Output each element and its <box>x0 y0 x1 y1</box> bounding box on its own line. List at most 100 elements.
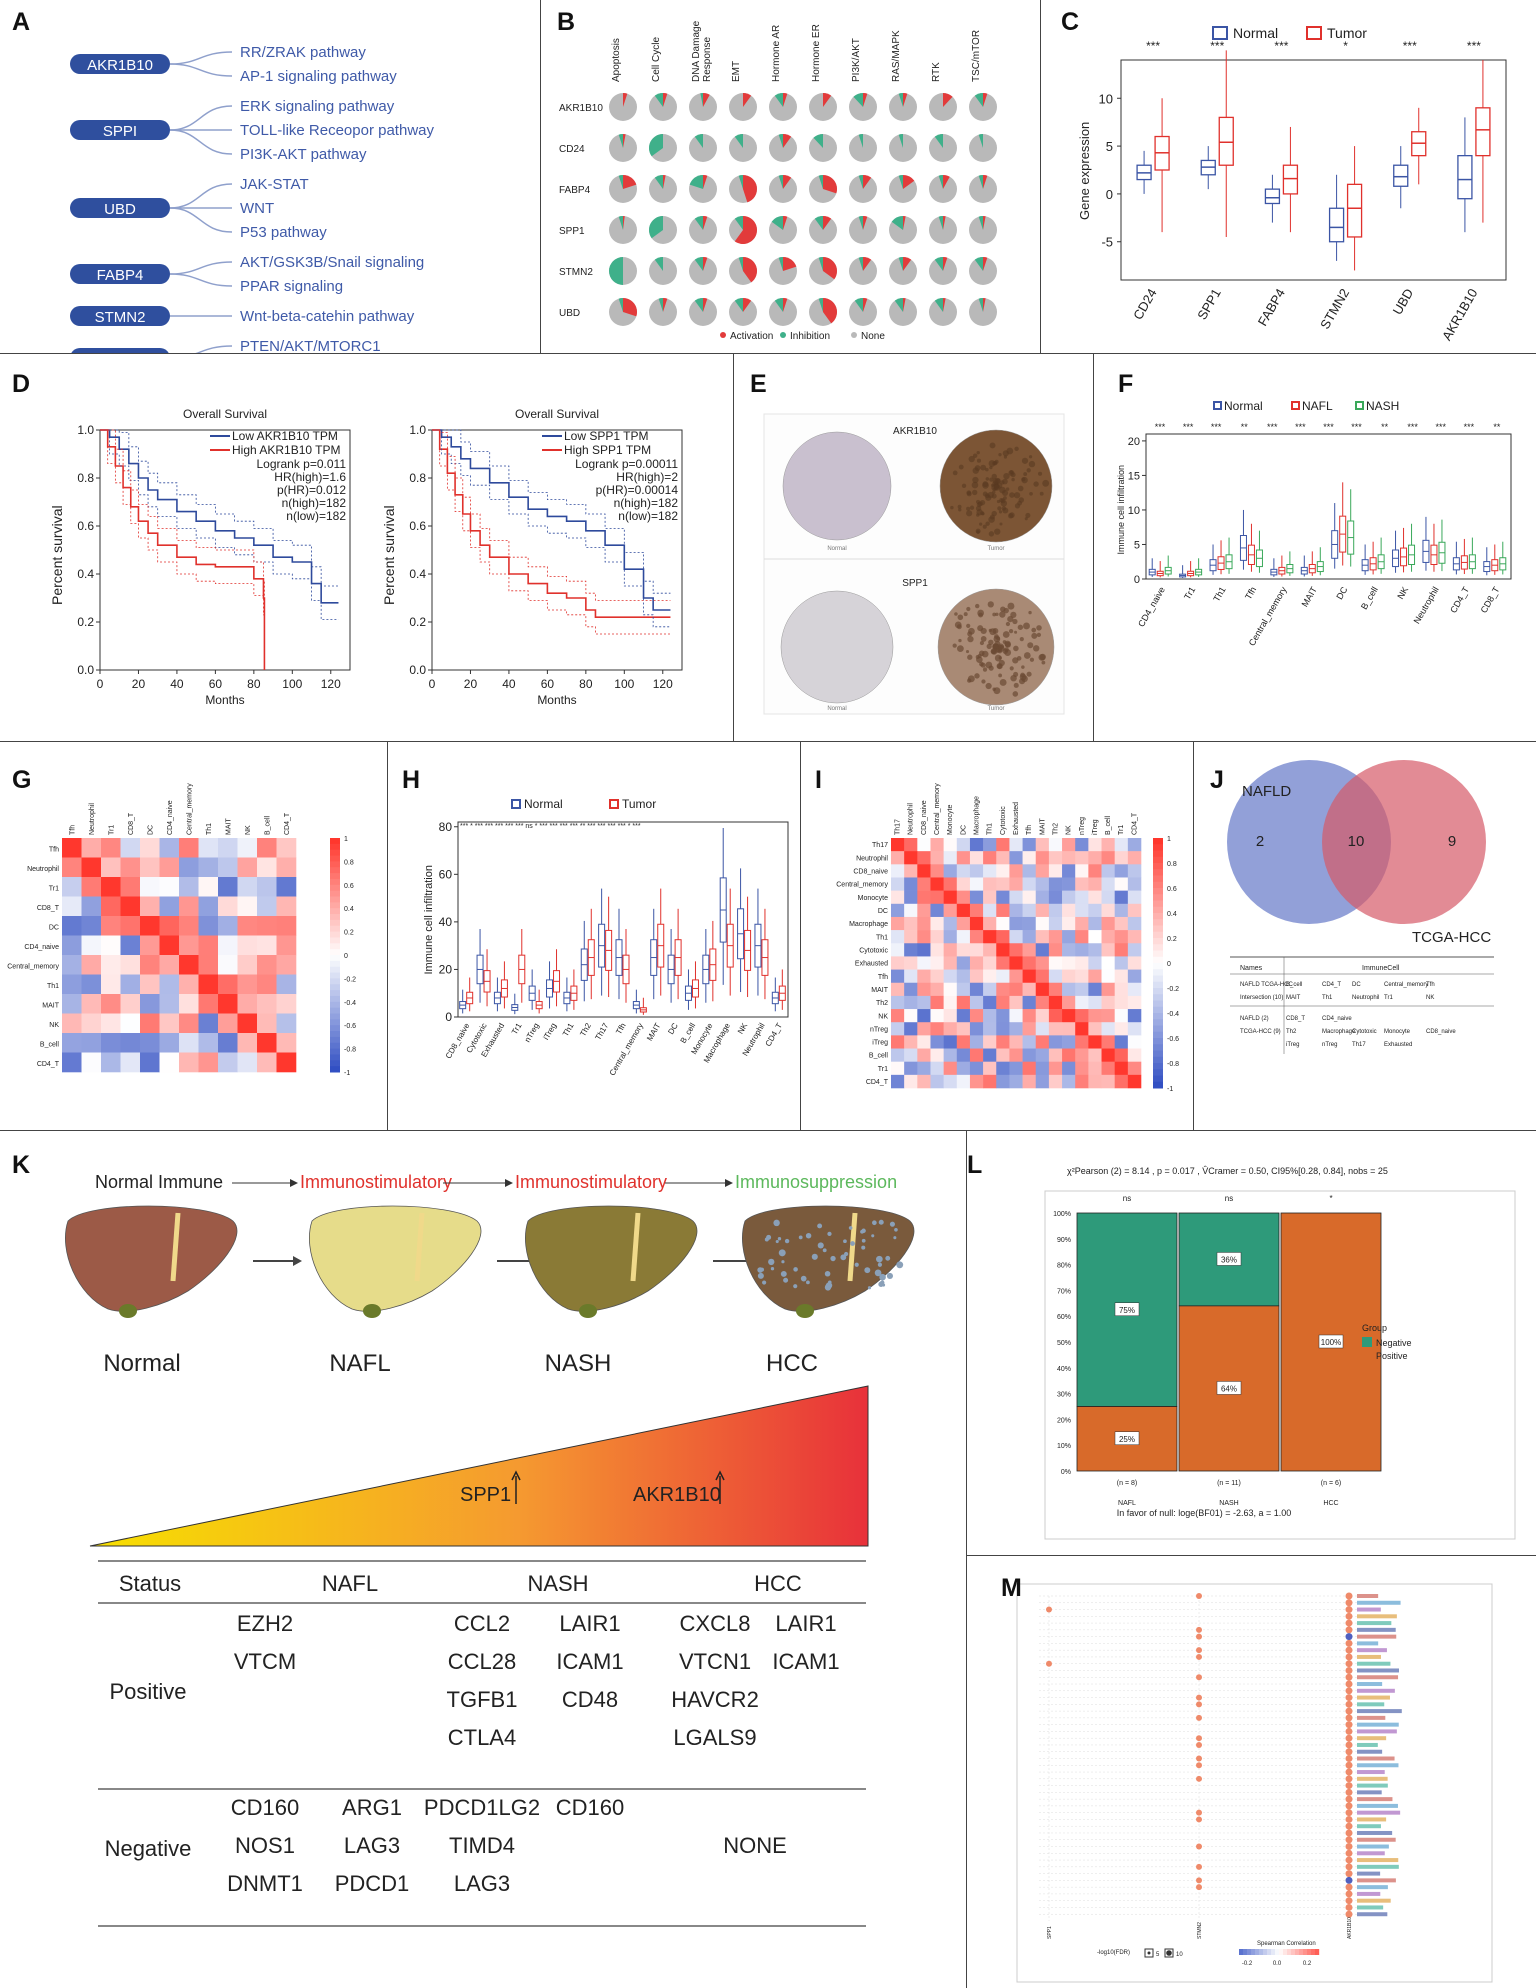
x-tick-label: CD4_T <box>764 1021 785 1048</box>
box-body <box>1282 164 1299 195</box>
stain-spot <box>999 486 1006 494</box>
row-label: Macrophage <box>849 921 888 928</box>
drug-label-placeholder <box>1357 1702 1385 1707</box>
drug-label-placeholder <box>1357 1837 1396 1842</box>
tumor-spot <box>781 1260 785 1264</box>
heatmap-cell <box>101 955 121 975</box>
heatmap-cell <box>1009 851 1023 865</box>
row-label: NK <box>49 1022 59 1029</box>
dot-akr1b10 <box>1345 1646 1353 1654</box>
table-cell: MAIT <box>1286 995 1301 1001</box>
heatmap-cell <box>969 838 984 852</box>
table-cell: NK <box>1426 995 1434 1001</box>
column-label: MAIT <box>1039 818 1046 835</box>
gene-positive-nash: CCL2 <box>454 1611 510 1636</box>
high-ci-lower <box>100 429 265 670</box>
pie-activation <box>943 175 950 189</box>
pie-activation <box>703 298 708 312</box>
stain-spot <box>974 673 980 679</box>
colorbar-label: 0 <box>1167 961 1171 968</box>
stage-arrow-label: Immunostimulatory <box>300 1172 452 1192</box>
panel-b: B Apoptosis Cell Cycle DNA Damage Response E… <box>541 0 1040 353</box>
heatmap-cell <box>1101 995 1115 1010</box>
heatmap-cell <box>904 1022 918 1036</box>
gene-positive-nash: ICAM1 <box>556 1649 623 1674</box>
heatmap-cell <box>1062 1061 1076 1076</box>
heatmap-cell <box>1009 1074 1023 1089</box>
panel-f: F 20 15 10 5 0 Immune cell infiltration Normal… <box>1094 354 1536 741</box>
stain-spot <box>1039 491 1044 496</box>
heatmap-cell <box>1022 1035 1037 1049</box>
stat-line: χ²Pearson (2) = 8.14 , p = 0.017 , V̂Cra… <box>1067 1166 1388 1176</box>
stain-spot <box>992 490 996 494</box>
bar-label-box <box>1216 1252 1242 1266</box>
heatmap-cell <box>1022 903 1037 918</box>
heatmap-cell <box>1062 930 1076 944</box>
heatmap-cell <box>140 935 160 956</box>
gene-label: FABP4 <box>97 267 144 284</box>
pie-inhibition <box>694 216 703 230</box>
stain-spot <box>1012 691 1019 697</box>
pie-activation <box>623 298 637 317</box>
stat-text: Logrank p=0.011 <box>256 457 346 471</box>
colorbar-segment <box>330 1019 340 1026</box>
column-label: RAS/MAPK <box>891 30 902 82</box>
heatmap-cell <box>1114 903 1129 918</box>
plot-title: Overall Survival <box>183 407 267 421</box>
heatmap-cell <box>62 896 82 917</box>
heatmap-cell <box>1075 903 1089 918</box>
stain-spot <box>972 476 979 484</box>
heatmap-cell <box>1114 890 1129 905</box>
table-cell: Intersection (10) <box>1240 995 1283 1001</box>
tumor-spot <box>864 1267 871 1274</box>
low-expression-curve <box>432 429 671 611</box>
column-label: PI3K/AKT <box>851 38 862 82</box>
dot-akr1b10 <box>1345 1809 1353 1817</box>
heatmap-cell <box>891 956 905 970</box>
drug-label-placeholder <box>1357 1600 1401 1605</box>
heatmap-cell <box>159 838 180 858</box>
heatmap-cell <box>996 851 1010 865</box>
heatmap-cell <box>904 1035 918 1049</box>
stain-spot <box>972 467 979 474</box>
column-label: Th17 <box>895 819 902 835</box>
heatmap-cell <box>983 1061 997 1076</box>
table-cell: DC <box>1352 982 1361 988</box>
low-ci-upper <box>432 429 671 594</box>
heatmap-cell <box>1114 969 1129 984</box>
heatmap-cell <box>969 1035 984 1049</box>
legend-dot <box>851 332 857 338</box>
legend-low: Low AKR1B10 TPM <box>232 429 338 443</box>
heatmap-cell <box>930 995 944 1010</box>
heatmap-cell <box>1101 851 1115 865</box>
tumor-spot <box>757 1272 764 1279</box>
x-tick-label: B_cell <box>1359 585 1380 611</box>
colorbar-segment <box>330 914 340 921</box>
heatmap-cell <box>81 1052 102 1073</box>
heatmap-cell <box>1075 1022 1089 1036</box>
drug-label-placeholder <box>1357 1858 1399 1863</box>
ihc-caption: Normal <box>827 546 846 552</box>
pie-inhibition <box>978 134 983 148</box>
heatmap-cell <box>1009 995 1023 1010</box>
pie-inhibition <box>978 298 983 312</box>
colorbar-segment <box>330 966 340 974</box>
heatmap-cell <box>1035 890 1050 905</box>
heatmap-cell <box>1101 838 1115 852</box>
colorbar-segment <box>1153 994 1163 1001</box>
heatmap-cell <box>140 1033 160 1053</box>
heatmap-cell <box>996 943 1010 957</box>
heatmap-cell <box>891 1061 905 1076</box>
heatmap-cell <box>120 1013 141 1034</box>
tumor-spot <box>893 1236 897 1240</box>
heatmap-cell <box>917 956 931 970</box>
column-label: B_cell <box>265 815 272 835</box>
dot-akr1b10 <box>1345 1795 1353 1803</box>
significance-mark: *** <box>1155 422 1166 432</box>
pie-inhibition <box>818 175 823 189</box>
legend-title: Group <box>1362 1323 1387 1333</box>
significance-label: * <box>1329 1194 1332 1203</box>
pie-inhibition <box>618 216 623 230</box>
heatmap-cell <box>120 1033 141 1053</box>
pathway-label: TOLL-like Receopor pathway <box>240 122 434 139</box>
